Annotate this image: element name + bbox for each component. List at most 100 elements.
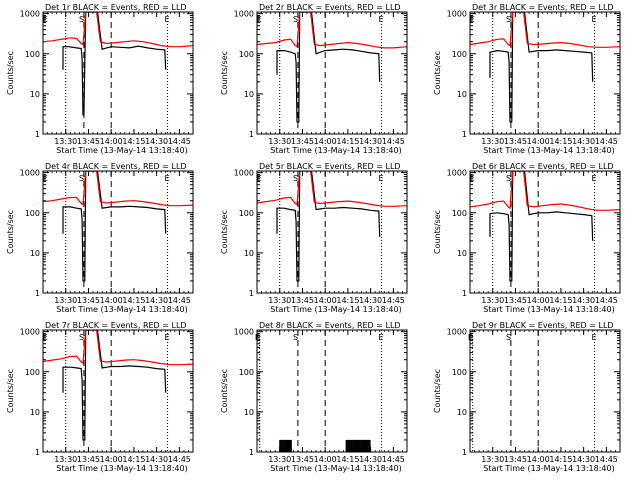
x-tick-label: 13:30	[54, 455, 77, 464]
x-tick-label: 14:15	[549, 455, 572, 464]
y-tick-label: 1	[249, 130, 254, 139]
x-tick-label: 14:30	[359, 137, 382, 146]
panel-det5r: Det 5r BLACK = Events, RED = LLD Counts/s…	[220, 162, 408, 314]
plot-data	[279, 439, 371, 452]
y-tick-label: 10	[457, 408, 467, 417]
x-axis-label: Start Time (13-May-14 13:18:40)	[483, 464, 614, 473]
x-tick-label: 14:30	[145, 137, 168, 146]
y-tick-label: 100	[25, 368, 40, 377]
y-tick-label: 100	[25, 209, 40, 218]
x-tick-label: 13:45	[291, 455, 314, 464]
lld-series-line	[470, 12, 620, 48]
x-tick-label: 13:45	[291, 137, 314, 146]
x-tick-label: 14:30	[359, 296, 382, 305]
y-axis-label: Counts/sec	[433, 210, 442, 254]
plot-frame	[256, 329, 408, 453]
x-tick-label: 14:30	[572, 137, 595, 146]
plot-data	[43, 330, 193, 441]
y-tick-label: 10	[30, 249, 40, 258]
x-tick-label: 13:30	[481, 455, 504, 464]
marker-e-start: E	[257, 174, 262, 183]
marker-s: S	[79, 333, 84, 342]
events-series-line	[62, 330, 167, 441]
y-tick-label: 1000	[20, 169, 40, 178]
y-tick-label: 1	[462, 289, 467, 298]
x-tick-label: 14:00	[100, 296, 123, 305]
y-axis-label: Counts/sec	[6, 210, 15, 254]
x-axis-label: Start Time (13-May-14 13:18:40)	[270, 146, 401, 155]
y-tick-label: 100	[239, 209, 254, 218]
panel-det4r: Det 4r BLACK = Events, RED = LLD Counts/s…	[6, 162, 194, 314]
y-tick-label: 10	[30, 408, 40, 417]
x-tick-label: 14:45	[168, 137, 191, 146]
panel-title: Det 3r BLACK = Events, RED = LLD	[472, 3, 614, 12]
plot-frame	[469, 170, 621, 294]
x-tick-label: 13:45	[504, 296, 527, 305]
y-axis-label: Counts/sec	[433, 51, 442, 95]
plot-data	[470, 12, 620, 123]
plot-data	[257, 12, 407, 123]
marker-e-start: E	[470, 174, 475, 183]
x-axis-label: Start Time (13-May-14 13:18:40)	[270, 305, 401, 314]
y-tick-label: 1	[462, 448, 467, 457]
y-tick-label: 10	[244, 249, 254, 258]
x-tick-label: 13:45	[504, 137, 527, 146]
x-tick-label: 14:45	[168, 455, 191, 464]
panel-det2r: Det 2r BLACK = Events, RED = LLD Counts/s…	[220, 3, 408, 155]
y-tick-label: 1000	[447, 10, 467, 19]
y-tick-label: 100	[452, 368, 467, 377]
y-tick-label: 10	[457, 90, 467, 99]
x-tick-label: 14:15	[122, 137, 145, 146]
marker-e-end: E	[592, 333, 597, 342]
x-axis-label: Start Time (13-May-14 13:18:40)	[56, 464, 187, 473]
marker-s: S	[293, 174, 298, 183]
marker-e-end: E	[592, 15, 597, 24]
marker-e-end: E	[165, 174, 170, 183]
marker-s: S	[506, 174, 511, 183]
panel-det1r: Det 1r BLACK = Events, RED = LLD Counts/s…	[6, 3, 194, 155]
panel-title: Det 9r BLACK = Events, RED = LLD	[472, 321, 614, 330]
panel-det7r: Det 7r BLACK = Events, RED = LLD Counts/s…	[6, 321, 194, 473]
x-tick-label: 14:30	[145, 296, 168, 305]
x-tick-label: 14:15	[122, 296, 145, 305]
y-tick-label: 10	[457, 249, 467, 258]
lld-series-line	[43, 12, 193, 48]
x-axis-label: Start Time (13-May-14 13:18:40)	[270, 464, 401, 473]
y-axis-label: Counts/sec	[6, 51, 15, 95]
panel-det9r: Det 9r BLACK = Events, RED = LLD Counts/s…	[433, 321, 621, 473]
y-axis-label: Counts/sec	[433, 369, 442, 413]
x-tick-label: 14:00	[527, 296, 550, 305]
plot-frame	[469, 11, 621, 135]
x-tick-label: 14:00	[314, 455, 337, 464]
lld-series-line	[470, 171, 620, 211]
x-tick-label: 14:45	[595, 137, 618, 146]
x-tick-label: 13:30	[54, 296, 77, 305]
lld-series-line	[257, 12, 407, 49]
x-axis-label: Start Time (13-May-14 13:18:40)	[56, 305, 187, 314]
panel-title: Det 4r BLACK = Events, RED = LLD	[45, 162, 187, 171]
y-tick-label: 10	[30, 90, 40, 99]
y-axis-label: Counts/sec	[220, 51, 229, 95]
y-tick-label: 1	[462, 130, 467, 139]
marker-e-start: E	[43, 15, 48, 24]
y-tick-label: 1000	[234, 328, 254, 337]
x-tick-label: 14:00	[527, 455, 550, 464]
marker-e-start: E	[43, 174, 48, 183]
x-tick-label: 14:00	[527, 137, 550, 146]
plot-frame	[469, 329, 621, 453]
x-tick-label: 13:30	[481, 137, 504, 146]
plot-frame	[256, 170, 408, 294]
events-series-line	[489, 12, 594, 123]
marker-e-end: E	[165, 15, 170, 24]
panel-det8r: Det 8r BLACK = Events, RED = LLD Counts/s…	[220, 321, 408, 473]
x-tick-label: 13:30	[268, 137, 291, 146]
x-tick-label: 14:45	[382, 455, 405, 464]
panel-det3r: Det 3r BLACK = Events, RED = LLD Counts/s…	[433, 3, 621, 155]
y-axis-label: Counts/sec	[220, 210, 229, 254]
y-tick-label: 1000	[20, 10, 40, 19]
marker-s: S	[79, 174, 84, 183]
plot-frame	[42, 170, 194, 294]
x-tick-label: 13:30	[54, 137, 77, 146]
y-tick-label: 100	[452, 209, 467, 218]
